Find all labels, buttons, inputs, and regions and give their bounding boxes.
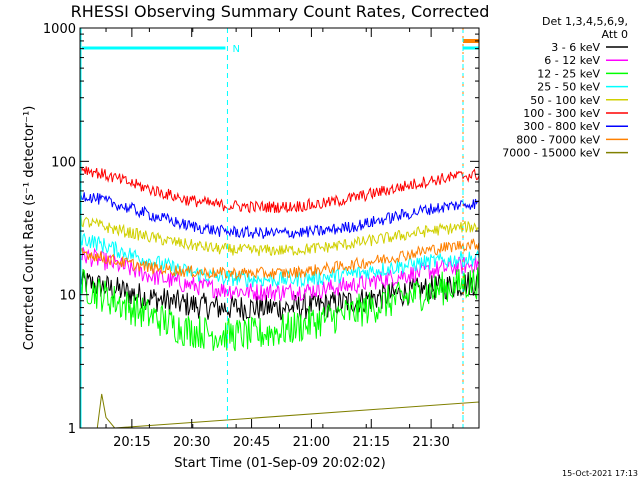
legend-label: 50 - 100 keV: [530, 94, 600, 107]
series-12-25-kev: [80, 267, 479, 352]
legend-label: 6 - 12 keV: [544, 54, 600, 67]
legend-label: 25 - 50 keV: [537, 81, 600, 94]
y-tick-label: 10: [59, 289, 76, 304]
axes: NS110100100020:1520:3020:4521:0021:1521:…: [43, 22, 480, 450]
x-tick-label: 21:30: [412, 435, 449, 450]
legend-label: 12 - 25 keV: [537, 67, 600, 80]
series-800-7000-kev: [80, 238, 479, 281]
series-25-50-kev: [80, 229, 479, 288]
y-tick-label: 1000: [43, 22, 76, 37]
x-tick-label: 20:15: [113, 435, 150, 450]
legend-header-line1: Det 1,3,4,5,6,9,: [542, 15, 628, 28]
x-tick-label: 21:00: [293, 435, 330, 450]
x-axis-label: Start Time (01-Sep-09 20:02:02): [174, 456, 385, 471]
plot-marks: [80, 28, 479, 428]
legend-label: 100 - 300 keV: [523, 107, 600, 120]
series-300-800-kev: [80, 189, 479, 239]
legend-label: 3 - 6 keV: [551, 41, 600, 54]
legend-header-line2: Att 0: [602, 28, 628, 41]
annotation-n-label: N: [232, 44, 239, 55]
series-6-12-kev: [80, 247, 479, 302]
legend-label: 800 - 7000 keV: [516, 133, 600, 146]
x-tick-label: 20:30: [173, 435, 210, 450]
y-tick-label: 100: [51, 155, 76, 170]
x-tick-label: 21:15: [353, 435, 390, 450]
series-7000-15000-kev: [96, 393, 479, 428]
footer-timestamp: 15-Oct-2021 17:13: [562, 469, 638, 478]
series-3-6-kev: [80, 269, 479, 321]
series-50-100-kev: [80, 214, 479, 257]
legend-label: 7000 - 15000 keV: [502, 147, 600, 160]
series-100-300-kev: [80, 166, 479, 214]
legend-label: 300 - 800 keV: [523, 120, 600, 133]
chart-title: RHESSI Observing Summary Count Rates, Co…: [71, 2, 490, 21]
x-tick-label: 20:45: [233, 435, 270, 450]
y-tick-label: 1: [68, 422, 76, 437]
y-axis-label: Corrected Count Rate (s⁻¹ detector⁻¹): [22, 106, 37, 351]
